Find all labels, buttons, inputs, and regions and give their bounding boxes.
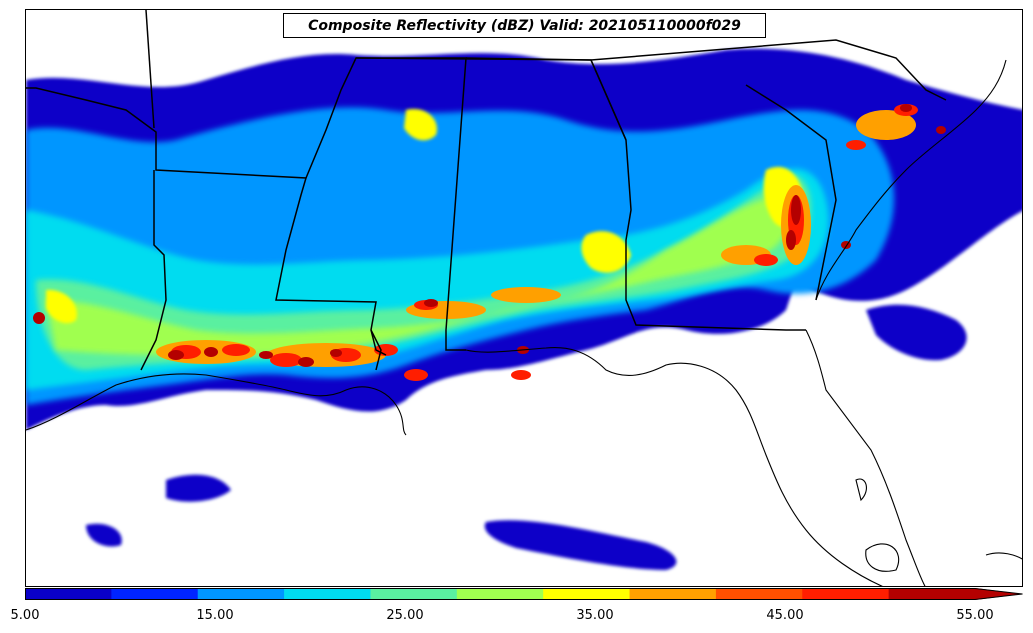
colorbar-segment	[197, 588, 285, 600]
colorbar	[25, 588, 1023, 600]
colorbar-segment	[111, 588, 199, 600]
colorbar-segment	[715, 588, 803, 600]
colorbar-extend-arrow	[975, 588, 1023, 600]
state-boundaries	[26, 10, 947, 371]
colorbar-segment	[888, 588, 976, 600]
colorbar-segment	[370, 588, 458, 600]
colorbar-tick-label: 25.00	[386, 608, 424, 623]
reflectivity-map	[26, 10, 1022, 586]
reflectivity-layer-30dbz	[36, 175, 811, 370]
colorbar-tick-label: 35.00	[576, 608, 614, 623]
colorbar-tick-label: 55.00	[956, 608, 994, 623]
coastline	[26, 59, 1022, 586]
map-title: Composite Reflectivity (dBZ) Valid: 2021…	[283, 13, 766, 38]
colorbar-tick-label: 5.00	[10, 608, 40, 623]
map-panel	[25, 9, 1023, 587]
reflectivity-layer-55dbz	[33, 104, 946, 367]
colorbar-segment	[284, 588, 371, 600]
colorbar-segment	[543, 588, 631, 600]
colorbar-segment	[629, 588, 717, 600]
colorbar-segment	[802, 588, 890, 600]
colorbar-tick-label: 45.00	[766, 608, 804, 623]
reflectivity-layer-35dbz	[46, 195, 790, 355]
colorbar-tick-label: 15.00	[196, 608, 234, 623]
colorbar-segment	[25, 588, 112, 600]
colorbar-segment	[456, 588, 544, 600]
